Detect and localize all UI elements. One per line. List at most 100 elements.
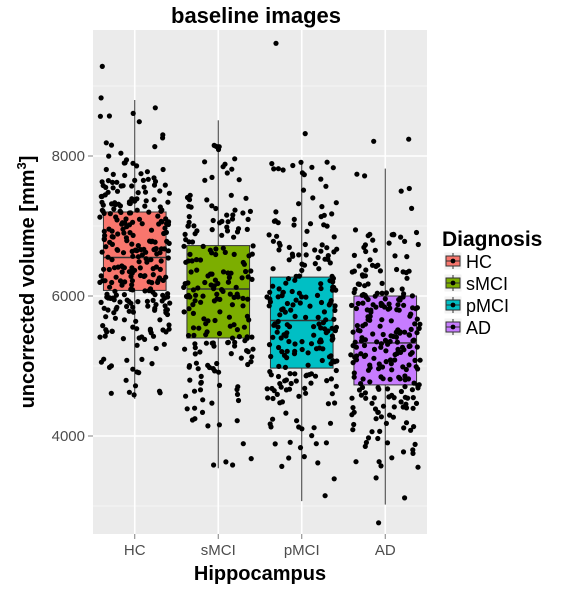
data-point bbox=[216, 422, 222, 428]
data-point bbox=[227, 291, 233, 297]
data-point bbox=[189, 417, 196, 423]
data-point bbox=[205, 423, 211, 429]
data-point bbox=[129, 278, 135, 284]
data-point bbox=[130, 160, 136, 166]
data-point bbox=[404, 275, 410, 281]
data-point bbox=[370, 302, 376, 308]
data-point bbox=[401, 347, 407, 353]
data-point bbox=[202, 279, 208, 286]
data-point bbox=[189, 258, 195, 264]
data-point bbox=[354, 353, 360, 359]
data-point bbox=[157, 390, 163, 396]
data-point bbox=[369, 429, 375, 435]
data-point bbox=[385, 339, 392, 345]
data-point bbox=[356, 387, 363, 393]
data-point bbox=[248, 456, 254, 462]
data-point bbox=[410, 405, 416, 411]
data-point bbox=[303, 314, 309, 320]
data-point bbox=[215, 146, 222, 153]
data-point bbox=[313, 346, 320, 352]
data-point bbox=[389, 367, 395, 373]
data-point bbox=[224, 170, 230, 176]
data-point bbox=[97, 113, 103, 119]
data-point bbox=[266, 342, 273, 348]
data-point bbox=[197, 387, 204, 393]
data-point bbox=[193, 292, 199, 298]
data-point bbox=[106, 153, 112, 159]
legend-key-point bbox=[450, 324, 456, 330]
data-point bbox=[353, 305, 359, 312]
data-point bbox=[394, 266, 400, 273]
data-point bbox=[219, 232, 225, 238]
data-point bbox=[107, 239, 113, 245]
data-point bbox=[166, 322, 172, 328]
data-point bbox=[318, 214, 324, 220]
data-point bbox=[156, 221, 162, 227]
data-point bbox=[318, 281, 324, 287]
data-point bbox=[332, 303, 338, 309]
data-point bbox=[296, 201, 302, 207]
data-point bbox=[134, 163, 140, 169]
data-point bbox=[269, 385, 275, 392]
data-point bbox=[110, 185, 116, 191]
data-point bbox=[135, 254, 141, 260]
data-point bbox=[124, 297, 130, 303]
data-point bbox=[317, 339, 323, 345]
data-point bbox=[190, 310, 196, 316]
data-point bbox=[288, 380, 294, 387]
data-point bbox=[371, 395, 377, 401]
data-point bbox=[108, 142, 115, 148]
data-point bbox=[353, 459, 359, 465]
data-point bbox=[148, 330, 154, 336]
data-point bbox=[103, 140, 109, 146]
data-point bbox=[363, 267, 369, 273]
data-point bbox=[386, 301, 392, 307]
data-point bbox=[249, 354, 255, 360]
data-point bbox=[248, 268, 254, 274]
data-point bbox=[367, 379, 373, 385]
data-point bbox=[166, 190, 172, 196]
data-point bbox=[330, 165, 336, 171]
data-point bbox=[230, 212, 236, 218]
data-point bbox=[373, 475, 379, 481]
data-point bbox=[412, 357, 418, 363]
data-point bbox=[387, 412, 393, 418]
data-point bbox=[315, 254, 321, 261]
data-point bbox=[99, 249, 105, 255]
data-point bbox=[224, 228, 231, 234]
data-point bbox=[265, 395, 271, 401]
data-point bbox=[377, 323, 383, 329]
data-point bbox=[214, 360, 220, 367]
data-point bbox=[309, 433, 315, 439]
data-point bbox=[192, 405, 198, 411]
data-point bbox=[234, 386, 240, 393]
data-point bbox=[150, 266, 156, 272]
data-point bbox=[299, 346, 305, 353]
data-point bbox=[354, 171, 360, 177]
data-point bbox=[209, 271, 215, 277]
data-point bbox=[397, 295, 403, 301]
data-point bbox=[299, 267, 305, 273]
data-point bbox=[155, 278, 161, 284]
data-point bbox=[136, 119, 142, 125]
data-point bbox=[367, 362, 373, 368]
data-point bbox=[249, 251, 255, 257]
data-point bbox=[356, 281, 363, 287]
data-point bbox=[209, 203, 215, 209]
data-point bbox=[165, 291, 171, 297]
data-point bbox=[136, 259, 142, 265]
data-point bbox=[287, 371, 293, 377]
data-point bbox=[123, 235, 129, 241]
data-point bbox=[334, 358, 340, 364]
data-point bbox=[360, 376, 366, 382]
data-point bbox=[142, 336, 148, 342]
data-point bbox=[97, 214, 103, 220]
data-point bbox=[113, 292, 119, 298]
data-point bbox=[327, 420, 334, 426]
data-point bbox=[406, 136, 412, 142]
data-point bbox=[143, 198, 149, 204]
data-point bbox=[181, 309, 187, 315]
data-point bbox=[191, 332, 197, 338]
data-point bbox=[271, 166, 277, 172]
